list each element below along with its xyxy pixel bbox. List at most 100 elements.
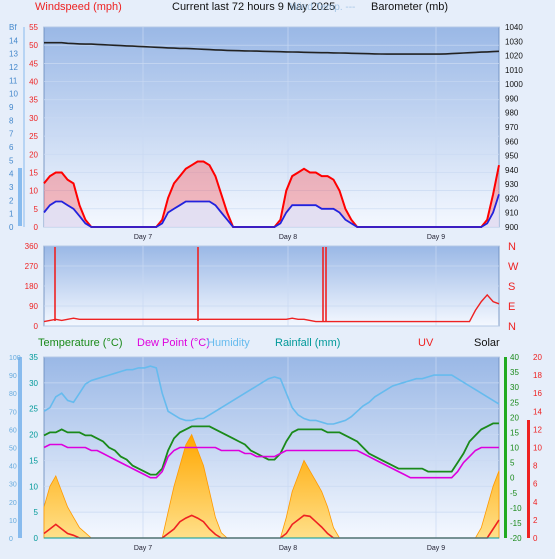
humidity-tick-label: 30 [9, 482, 17, 489]
beaufort-tick-label: Bf [9, 23, 17, 32]
wind-tick-label: 30 [29, 114, 38, 123]
rainfall-tick-label: 10 [29, 482, 38, 491]
beaufort-tick-label: 9 [9, 103, 14, 112]
temperature-tick-label: 10 [510, 444, 519, 453]
chart-title: Current last 72 hours 9 May 2025 [172, 1, 335, 13]
beaufort-tick-label: 2 [9, 196, 14, 205]
beaufort-tick-label: 6 [9, 143, 14, 152]
wind-tick-label: 25 [29, 132, 38, 141]
uv-tick-label: 8 [533, 462, 538, 471]
wind-tick-label: 15 [29, 168, 38, 177]
wind-tick-label: 50 [29, 41, 38, 50]
direction-tick-label: 180 [25, 282, 39, 291]
temperature-tick-label: 35 [510, 368, 519, 377]
rainfall-tick-label: 30 [29, 379, 38, 388]
temperature-tick-label: 25 [510, 398, 519, 407]
rainfall-tick-label: 20 [29, 431, 38, 440]
temperature-line [43, 422, 499, 476]
humidity-scale-bar [18, 357, 22, 538]
rainfall-tick-label: 35 [29, 353, 38, 362]
humidity-tick-label: 100 [9, 355, 21, 362]
compass-label: N [508, 241, 516, 253]
wind-tick-label: 5 [34, 205, 39, 214]
x-axis-day-label: Day 8 [279, 234, 297, 241]
overlap-label: Wind Temp. --- [290, 2, 355, 13]
temperature-tick-label: 5 [510, 459, 515, 468]
barometer-tick-label: 940 [505, 166, 519, 175]
direction-tick-label: 0 [34, 322, 39, 331]
legend-rainfall: Rainfall (mm) [275, 337, 340, 349]
compass-label: S [508, 281, 515, 293]
temperature-tick-label: 40 [510, 353, 519, 362]
uv-tick-label: 0 [533, 534, 538, 543]
barometer-tick-label: 910 [505, 209, 519, 218]
barometer-line [44, 41, 500, 55]
wind-tick-label: 0 [34, 223, 39, 232]
uv-tick-label: 14 [533, 407, 542, 416]
x-axis-day-label: Day 7 [134, 234, 152, 241]
barometer-tick-label: 950 [505, 152, 519, 161]
x-axis-day-label: Day 8 [279, 545, 297, 552]
humidity-tick-label: 0 [9, 536, 13, 543]
rainfall-tick-label: 5 [34, 508, 39, 517]
direction-line [43, 293, 500, 323]
beaufort-tick-label: 1 [9, 210, 14, 219]
rainfall-tick-label: 15 [29, 456, 38, 465]
humidity-tick-label: 20 [9, 500, 17, 507]
barometer-tick-label: 930 [505, 180, 519, 189]
temperature-tick-label: -10 [510, 504, 522, 513]
x-axis-day-label: Day 9 [427, 234, 445, 241]
uv-tick-label: 6 [533, 480, 538, 489]
legend-humidity: Humidity [207, 337, 250, 349]
wind-tick-label: 45 [29, 59, 38, 68]
barometer-axis-title: Barometer (mb) [371, 1, 448, 13]
dew-point-line [43, 443, 499, 479]
legend-temperature: Temperature (°C) [38, 337, 122, 349]
temperature-tick-label: 20 [510, 413, 519, 422]
wind-panel [43, 26, 500, 228]
temperature-tick-label: -20 [510, 534, 522, 543]
barometer-tick-label: 900 [505, 223, 519, 232]
barometer-tick-label: 980 [505, 109, 519, 118]
humidity-tick-label: 40 [9, 464, 17, 471]
average-line [43, 194, 500, 228]
uv-tick-label: 12 [533, 425, 542, 434]
direction-tick-label: 270 [25, 262, 39, 271]
rainfall-tick-label: 0 [34, 534, 39, 543]
beaufort-tick-label: 14 [9, 36, 18, 45]
humidity-tick-label: 90 [9, 373, 17, 380]
wind-tick-label: 55 [29, 23, 38, 32]
humidity-tick-label: 80 [9, 391, 17, 398]
barometer-tick-label: 1000 [505, 80, 523, 89]
barometer-tick-label: 1040 [505, 23, 523, 32]
barometer-tick-label: 960 [505, 137, 519, 146]
x-axis-day-label: Day 9 [427, 545, 445, 552]
temperature-tick-label: 0 [510, 474, 515, 483]
uv-tick-label: 4 [533, 498, 538, 507]
temperature-tick-label: 15 [510, 428, 519, 437]
humidity-tick-label: 50 [9, 446, 17, 453]
uv-tick-label: 20 [533, 353, 542, 362]
barometer-tick-label: 1010 [505, 66, 523, 75]
uv-tick-label: 2 [533, 516, 538, 525]
beaufort-tick-label: 0 [9, 223, 14, 232]
beaufort-tick-label: 10 [9, 90, 18, 99]
beaufort-tick-label: 8 [9, 116, 14, 125]
x-axis-day-label: Day 7 [134, 545, 152, 552]
wind-tick-label: 20 [29, 150, 38, 159]
windspeed-axis-title: Windspeed (mph) [35, 1, 122, 13]
temperature-panel [43, 356, 500, 539]
wind-tick-label: 35 [29, 96, 38, 105]
direction-tick-label: 90 [29, 302, 38, 311]
wind-tick-label: 10 [29, 187, 38, 196]
barometer-tick-label: 970 [505, 123, 519, 132]
beaufort-tick-label: 4 [9, 170, 14, 179]
legend-uv: UV [418, 337, 434, 349]
uv-tick-label: 10 [533, 444, 542, 453]
beaufort-tick-label: 5 [9, 156, 14, 165]
beaufort-indicator [18, 168, 22, 226]
barometer-tick-label: 920 [505, 194, 519, 203]
legend-solar: Solar [474, 337, 500, 349]
humidity-tick-label: 10 [9, 518, 17, 525]
